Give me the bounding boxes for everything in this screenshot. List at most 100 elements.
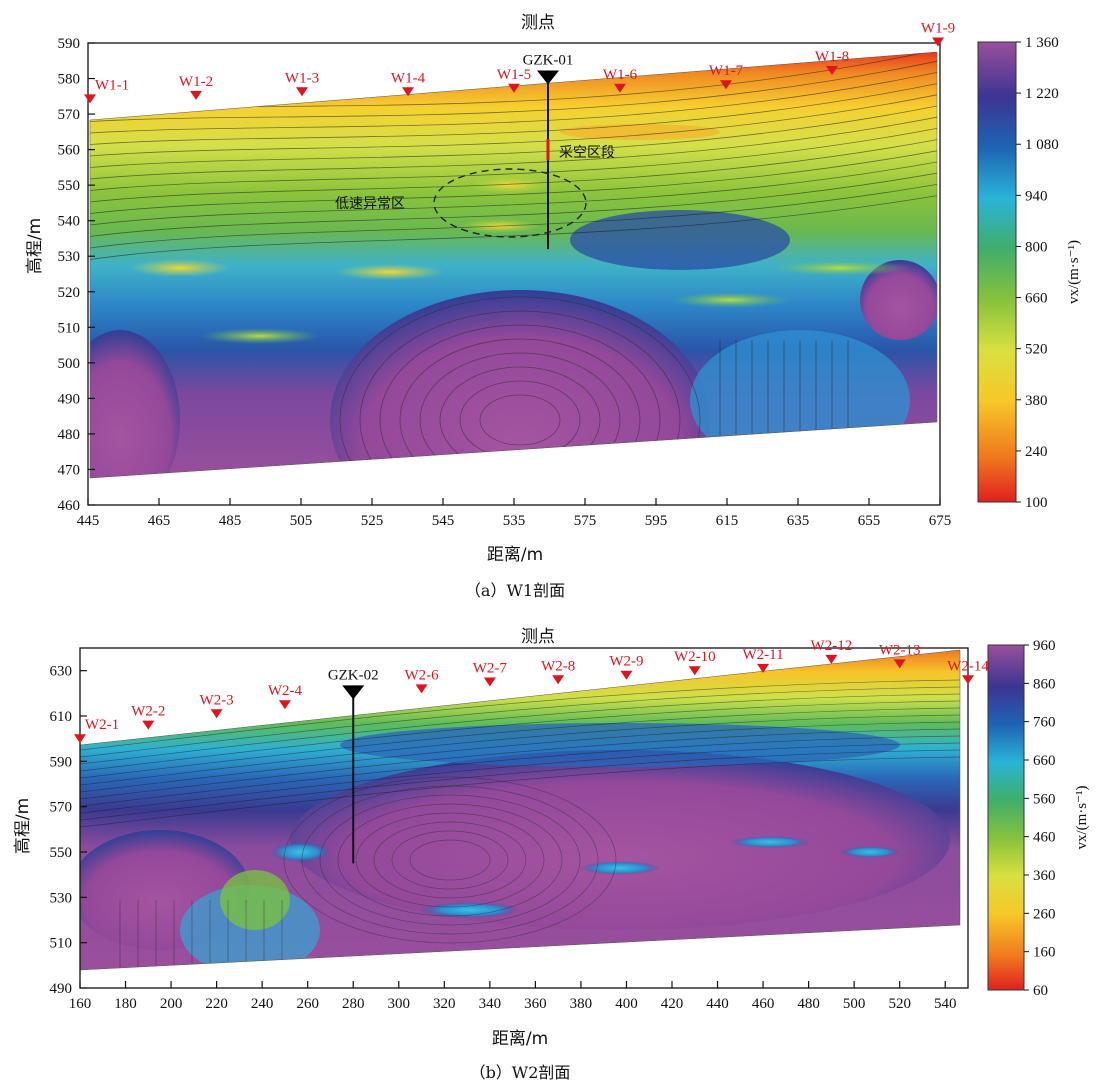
x-axis-label: 距离/m <box>487 545 543 565</box>
station-label: W2-4 <box>268 683 303 699</box>
contour-line <box>80 679 960 751</box>
colorbar-tick-label: 960 <box>1033 638 1056 654</box>
axes-w1: 445 465 485 505 525 545 535 575 595 615 635 655 675 4… <box>58 36 952 529</box>
x-tick-label: 615 <box>716 513 739 529</box>
high-velocity-body <box>290 750 950 930</box>
station-label: W1-1 <box>95 77 129 93</box>
station-marker <box>757 663 770 673</box>
x-tick-label: 300 <box>388 996 411 1012</box>
colorbar-tick-label: 160 <box>1033 945 1056 961</box>
y-tick-label: 560 <box>58 143 81 159</box>
x-tick-label: 420 <box>661 996 684 1012</box>
contour-line <box>80 721 960 793</box>
colorbar-tick-label: 100 <box>1025 495 1048 511</box>
station-label: W2-3 <box>200 692 234 708</box>
station-marker <box>508 83 520 93</box>
station-marker <box>84 94 96 104</box>
field-outline <box>89 51 938 479</box>
borehole-label: GZK-01 <box>523 53 574 69</box>
station-marker <box>893 659 906 669</box>
contour-line <box>379 324 661 478</box>
x-tick-label: 220 <box>205 996 228 1012</box>
colorbar-w1: 100 240 380 520 660 800 940 1 080 1 220 1 360 vx/(… <box>977 35 1082 511</box>
station-label: W2-12 <box>811 638 853 654</box>
station-label: W1-7 <box>709 63 744 79</box>
x-tick-label: 635 <box>787 513 810 529</box>
x-tick-label: 480 <box>797 996 820 1012</box>
velocity-lens <box>730 836 810 848</box>
velocity-zone <box>220 870 290 930</box>
contour-line <box>90 139 937 203</box>
contour-line <box>80 686 960 758</box>
x-tick-label: 240 <box>251 996 274 1012</box>
colorbar-tick-label: 1 360 <box>1025 35 1059 51</box>
colorbar-tick-label: 360 <box>1033 868 1056 884</box>
station-label: W2-1 <box>85 717 119 733</box>
velocity-lens <box>770 260 910 276</box>
x-tick-label: 595 <box>645 513 668 529</box>
low-velocity-lens <box>335 264 445 280</box>
y-tick-label: 480 <box>58 427 81 443</box>
station-label: W2-14 <box>947 658 989 674</box>
y-tick-label: 570 <box>58 107 81 123</box>
colorbar-tick-label: 760 <box>1033 715 1056 731</box>
contour-line <box>355 812 545 908</box>
colorbar-tick-label: 60 <box>1033 983 1048 999</box>
contour-line <box>359 310 681 478</box>
colorbar-tick-label: 460 <box>1033 830 1056 846</box>
contour-line <box>90 172 937 237</box>
y-tick-label: 630 <box>50 664 73 680</box>
station-label: W1-2 <box>179 74 213 90</box>
station-marker <box>190 90 202 100</box>
borehole-w2: GZK-02 <box>328 667 379 864</box>
contour-line <box>283 776 617 944</box>
colorbar-tick-label: 520 <box>1025 342 1048 358</box>
y-tick-label: 520 <box>58 285 81 301</box>
contour-line <box>90 184 937 249</box>
y-tick-label: 510 <box>58 320 81 336</box>
annotation-goaf: 采空区段 <box>559 145 615 161</box>
borehole-w1: GZK-01 <box>523 53 574 250</box>
x-tick-label: 320 <box>433 996 456 1012</box>
velocity-field-w2 <box>79 649 961 971</box>
x-tick-label: 575 <box>574 513 597 529</box>
contour-line <box>399 338 641 478</box>
contour-line <box>80 714 960 786</box>
x-tick-label: 340 <box>479 996 502 1012</box>
colorbar-ramp <box>987 644 1025 991</box>
contour-line <box>90 83 937 145</box>
contour-line <box>90 150 937 214</box>
velocity-lens <box>270 842 330 862</box>
station-marker <box>142 720 155 730</box>
chart-title: 测点 <box>521 13 555 33</box>
borehole-marker <box>537 70 559 85</box>
x-tick-label: 460 <box>752 996 775 1012</box>
high-velocity-body <box>90 330 180 478</box>
colorbar-tick-label: 800 <box>1025 239 1048 255</box>
contour-line <box>337 803 563 917</box>
panel-w1: 测点 445 465 485 505 525 545 535 575 595 615 635 655 6… <box>25 13 1082 600</box>
contour-line <box>90 94 937 157</box>
y-tick-label: 530 <box>58 249 81 265</box>
annotation-low-velocity: 低速异常区 <box>335 196 405 212</box>
axes-w2: 160 180 200 220 240 260 280 300 320 340 360 380 400 4… <box>50 647 969 1012</box>
x-tick-label: 485 <box>219 513 242 529</box>
station-marker <box>826 65 838 75</box>
station-marker <box>614 83 626 93</box>
colorbar-w2: 60 160 260 360 460 560 660 760 860 960 vx/(m·s⁻¹) <box>987 638 1090 999</box>
colorbar-tick-label: 380 <box>1025 393 1048 409</box>
y-tick-label: 570 <box>50 800 73 816</box>
contour-line <box>339 296 701 478</box>
y-tick-label: 610 <box>50 709 73 725</box>
x-tick-label: 525 <box>361 513 384 529</box>
contour-line <box>90 72 937 134</box>
contour-line <box>419 352 621 478</box>
station-marker <box>74 734 86 744</box>
y-axis-label: 高程/m <box>25 218 45 274</box>
contour-line <box>373 821 527 899</box>
colorbar-tick-label: 660 <box>1033 753 1056 769</box>
velocity-lens <box>200 328 320 344</box>
y-tick-label: 550 <box>58 178 81 194</box>
station-markers-w1: W1-1 W1-2 W1-3 W1-4 W1-5 W1-6 W1-7 W1-8 W1-9 <box>84 21 955 104</box>
